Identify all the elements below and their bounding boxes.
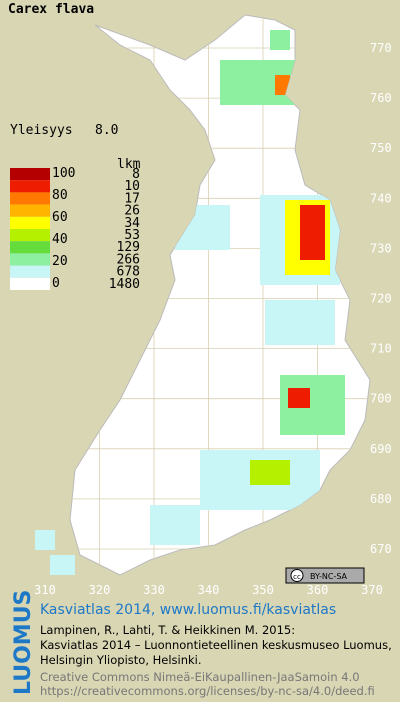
northing-label: 750: [370, 141, 392, 155]
legend-scale-label: 0: [52, 276, 60, 291]
legend-scale-label: 40: [52, 232, 68, 247]
frequency-label: Yleisyys: [10, 123, 73, 138]
footer-heading: Kasviatlas 2014, www.luomus.fi/kasviatla…: [40, 602, 336, 618]
legend-count: 266: [117, 252, 140, 267]
northing-label: 720: [370, 292, 392, 306]
legend-swatch: [10, 277, 50, 290]
legend-scale-label: 20: [52, 254, 68, 269]
legend-swatch: [10, 192, 50, 205]
legend-count: 34: [124, 216, 140, 231]
legend-swatch: [10, 229, 50, 242]
legend-scale-label: 60: [52, 210, 68, 225]
legend-count: 26: [124, 204, 140, 219]
aland: [35, 530, 75, 575]
legend-scale-label: 80: [52, 188, 68, 203]
legend-swatch: [10, 265, 50, 278]
citation-line: Kasviatlas 2014 – Luonnontieteellinen ke…: [40, 638, 392, 652]
citation-line: Lampinen, R., Lahti, T. & Heikkinen M. 2…: [40, 623, 295, 637]
easting-label: 320: [89, 583, 111, 597]
legend-count: 10: [124, 179, 140, 194]
legend-swatch: [10, 180, 50, 193]
cc-icon: cc: [293, 573, 301, 581]
legend-count: 17: [124, 191, 140, 206]
legend-count: 53: [124, 228, 140, 243]
species-title: Carex flava: [8, 2, 94, 17]
legend-count: 1480: [109, 277, 140, 292]
legend-count: 8: [132, 167, 140, 182]
legend-scale-label: 100: [52, 166, 75, 181]
license-line: Creative Commons Nimeä-EiKaupallinen-Jaa…: [40, 670, 360, 684]
northing-label: 710: [370, 342, 392, 356]
badge-text: BY-NC-SA: [310, 572, 348, 581]
northing-label: 680: [370, 492, 392, 506]
northing-label: 730: [370, 241, 392, 255]
map: [35, 14, 371, 576]
easting-label: 370: [361, 583, 383, 597]
northing-label: 670: [370, 542, 392, 556]
northing-label: 770: [370, 41, 392, 55]
count-header: lkm: [117, 157, 141, 172]
easting-label: 350: [252, 583, 274, 597]
easting-label: 310: [34, 583, 56, 597]
easting-label: 340: [198, 583, 220, 597]
legend-swatch: [10, 204, 50, 217]
northing-label: 700: [370, 392, 392, 406]
northing-label: 690: [370, 442, 392, 456]
logo: LUOMUS: [11, 590, 36, 695]
legend-swatch: [10, 253, 50, 266]
citation-line: Helsingin Yliopisto, Helsinki.: [40, 653, 202, 667]
easting-label: 360: [307, 583, 329, 597]
occurrence-cell: [270, 30, 290, 50]
northing-label: 760: [370, 91, 392, 105]
easting-label: 330: [143, 583, 165, 597]
license-badge: cc BY-NC-SA: [285, 567, 365, 584]
northing-label: 740: [370, 191, 392, 205]
legend-swatch: [10, 216, 50, 229]
legend-count: 129: [117, 240, 140, 255]
frequency-value: 8.0: [95, 123, 118, 138]
legend-swatch: [10, 168, 50, 181]
legend-count: 678: [117, 265, 140, 280]
legend-swatch: [10, 241, 50, 254]
license-line: https://creativecommons.org/licenses/by-…: [40, 684, 375, 698]
occurrence-cells: [150, 60, 345, 545]
